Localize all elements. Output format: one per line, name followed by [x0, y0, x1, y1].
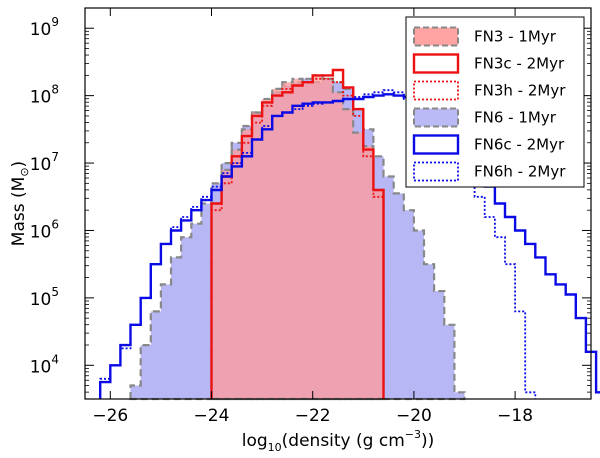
- legend-item: FN6 - 1Myr: [413, 107, 557, 128]
- legend-label: FN6h - 2Myr: [474, 163, 566, 181]
- histogram-bin: [100, 382, 110, 399]
- legend-label: FN3h - 2Myr: [474, 82, 566, 100]
- histogram-bin: [465, 177, 475, 400]
- x-tick-label: −24: [194, 406, 230, 426]
- histogram-bin: [495, 204, 505, 400]
- legend-swatch: [413, 80, 459, 101]
- legend-label: FN3c - 2Myr: [474, 55, 565, 73]
- legend: FN3 - 1Myr FN3c - 2Myr FN3h - 2Myr FN6 - 1M…: [405, 16, 585, 188]
- histogram-bin: [515, 231, 525, 400]
- legend-item: FN6h - 2Myr: [413, 161, 566, 182]
- histogram-bin: [546, 274, 556, 399]
- axis-ticks: [85, 8, 591, 399]
- histogram-bin: [485, 217, 495, 399]
- histogram-bin: [566, 295, 576, 400]
- series-fn6h-2myr: [99, 89, 537, 400]
- legend-item: FN3c - 2Myr: [412, 53, 565, 74]
- x-tick-label: −22: [295, 406, 331, 426]
- histogram-bin: [505, 264, 515, 399]
- histogram-bin: [120, 345, 130, 399]
- histogram-bin: [535, 257, 545, 399]
- y-tick-label: 104: [30, 352, 59, 377]
- series-fn6c-2myr: [99, 93, 600, 400]
- histogram-bin: [525, 392, 535, 399]
- legend-swatch: [413, 161, 459, 182]
- series-line: [99, 93, 600, 399]
- plot-frame: [84, 7, 592, 400]
- histogram-bin: [120, 348, 130, 399]
- legend-label: FN6 - 1Myr: [474, 109, 557, 127]
- x-tick-label: −20: [396, 406, 432, 426]
- histogram-bin: [576, 318, 586, 399]
- series-fn3c-2myr: [210, 68, 385, 399]
- histogram-bin: [485, 187, 495, 399]
- histogram-bin: [505, 217, 515, 399]
- y-axis-label: Mass (M⊙): [9, 161, 31, 246]
- x-tick-label: −18: [497, 406, 533, 426]
- series-line: [99, 89, 537, 399]
- histogram-bin: [454, 160, 464, 399]
- axis-tick-labels: −26 −24 −22 −20 −18 104 105 106 107 108 109: [30, 15, 533, 426]
- legend-swatch: [413, 26, 459, 47]
- histogram-bin: [475, 197, 485, 399]
- histogram-bin: [495, 237, 505, 399]
- histogram-bin: [475, 177, 485, 400]
- legend-label: FN3 - 1Myr: [474, 28, 557, 46]
- legend-swatch: [413, 107, 459, 128]
- histogram-bin: [110, 365, 120, 399]
- histogram-bin: [465, 156, 475, 399]
- histogram-series-layer: [99, 68, 600, 401]
- histogram-bin: [515, 311, 525, 399]
- legend-item: FN6c - 2Myr: [412, 134, 565, 155]
- legend-swatch: [412, 134, 460, 155]
- legend-label: FN6c - 2Myr: [474, 136, 565, 154]
- y-tick-label: 106: [30, 217, 59, 242]
- x-tick-label: −26: [92, 406, 128, 426]
- legend-item: FN3h - 2Myr: [413, 80, 566, 101]
- histogram-bin: [110, 365, 120, 399]
- x-axis-label: log10(density (g cm−3)): [242, 428, 435, 454]
- histogram-bin: [525, 244, 535, 399]
- y-tick-label: 108: [30, 83, 59, 108]
- series-line: [210, 68, 385, 399]
- y-tick-label: 109: [30, 15, 59, 40]
- y-tick-label: 105: [30, 285, 59, 310]
- legend-swatch: [412, 53, 460, 74]
- y-tick-label: 107: [30, 150, 59, 175]
- legend-item: FN3 - 1Myr: [413, 26, 557, 47]
- histogram-bin: [556, 284, 566, 399]
